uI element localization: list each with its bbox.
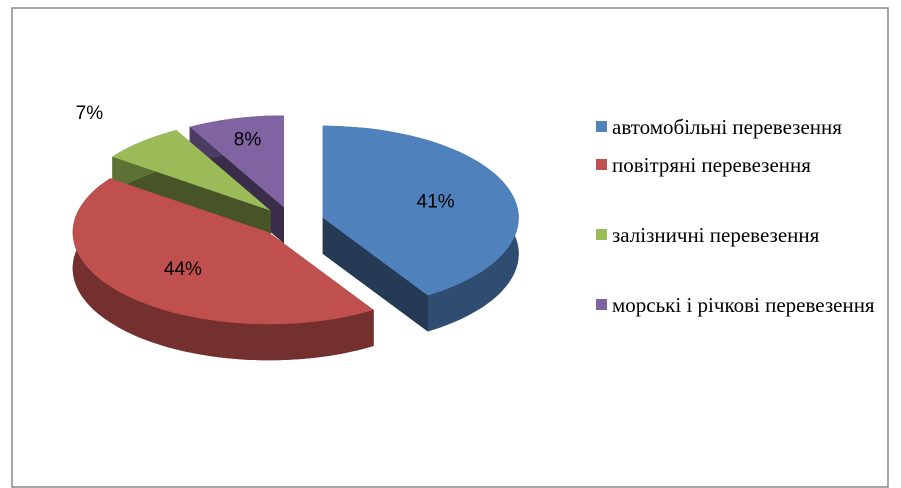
data-label: 41% — [417, 191, 455, 212]
slice — [189, 115, 284, 208]
legend-item: залізничні перевезення — [596, 220, 881, 250]
slice-side — [72, 178, 374, 361]
slice — [72, 178, 374, 325]
legend-item: автомобільні перевезення — [596, 112, 881, 142]
legend-label: автомобільні перевезення — [612, 115, 842, 139]
legend-swatch — [596, 299, 607, 310]
legend-label: повітряні перевезення — [612, 153, 811, 177]
legend-item: морські і річкові перевезення — [596, 290, 881, 320]
pie: 41% 44% 7% 8% — [72, 103, 519, 361]
legend-label: залізничні перевезення — [612, 223, 820, 247]
legend: автомобільні перевезення повітряні переве… — [596, 112, 881, 360]
legend-swatch — [596, 159, 607, 170]
slice — [322, 125, 519, 296]
data-label: 44% — [164, 259, 202, 280]
legend-swatch — [596, 229, 607, 240]
legend-item: повітряні перевезення — [596, 150, 881, 180]
legend-swatch — [596, 121, 607, 132]
data-label: 7% — [76, 103, 104, 124]
legend-label: морські і річкові перевезення — [612, 293, 875, 317]
data-label: 8% — [234, 130, 262, 151]
slice — [112, 130, 271, 211]
slice-side — [322, 217, 428, 332]
